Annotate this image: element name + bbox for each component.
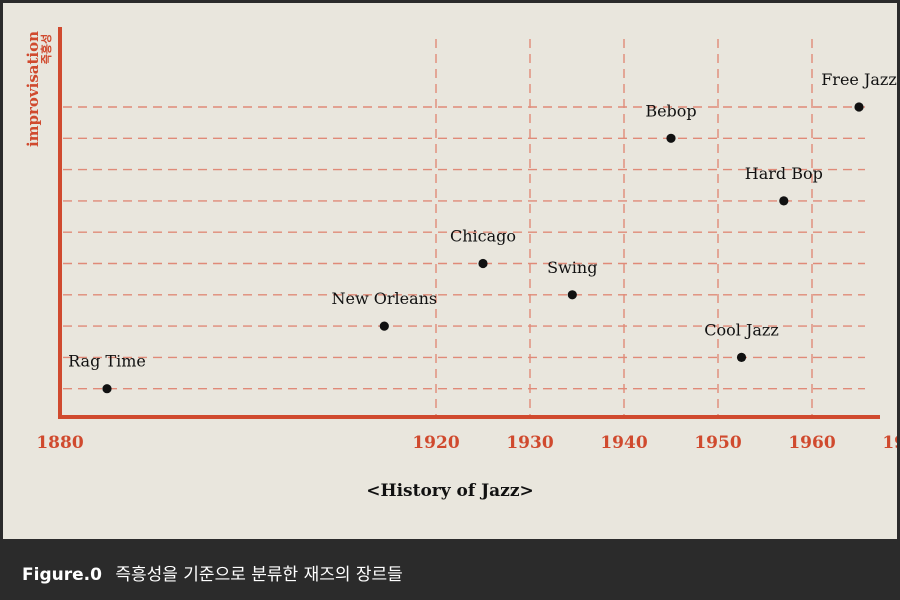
x-axis-label: <History of Jazz> (366, 481, 533, 501)
figure-caption: Figure.0 즉흥성을 기준으로 분류한 재즈의 장르들 (22, 560, 403, 585)
y-axis-label: improvisation (24, 31, 42, 147)
y-axis-label-korean: 즉흥성 (39, 34, 53, 64)
data-point-label: Rag Time (68, 352, 146, 371)
data-point (567, 290, 577, 300)
caption-text: 즉흥성을 기준으로 분류한 재즈의 장르들 (115, 565, 403, 585)
scatter-chart: 1880 1920 1930 1940 1950 1960 1970 <History of … (24, 27, 897, 501)
data-point (379, 321, 389, 331)
data-point-label: Bebop (645, 101, 696, 120)
data-point (779, 196, 789, 206)
x-tick-label: 1960 (788, 433, 835, 453)
data-point-label: Hard Bop (745, 164, 823, 183)
data-point (666, 133, 676, 143)
x-tick-label: 1930 (506, 433, 553, 453)
data-point-label: Free Jazz (821, 70, 897, 89)
data-point-label: Swing (547, 258, 597, 277)
data-point-label: Chicago (450, 227, 516, 246)
data-point-label: Cool Jazz (704, 320, 779, 339)
x-tick-label: 1920 (412, 433, 459, 453)
x-tick-label: 1950 (694, 433, 741, 453)
x-tick-label: 1940 (600, 433, 647, 453)
data-point (478, 258, 488, 269)
x-tick-label: 1880 (36, 433, 83, 453)
data-point (736, 352, 747, 362)
data-point (102, 384, 112, 394)
figure-label: Figure.0 (22, 565, 102, 585)
data-point (854, 102, 864, 112)
data-point-label: New Orleans (331, 289, 437, 308)
x-tick-label: 1970 (882, 433, 897, 453)
chart-panel: 1880 1920 1930 1940 1950 1960 1970 <History of … (3, 3, 897, 539)
